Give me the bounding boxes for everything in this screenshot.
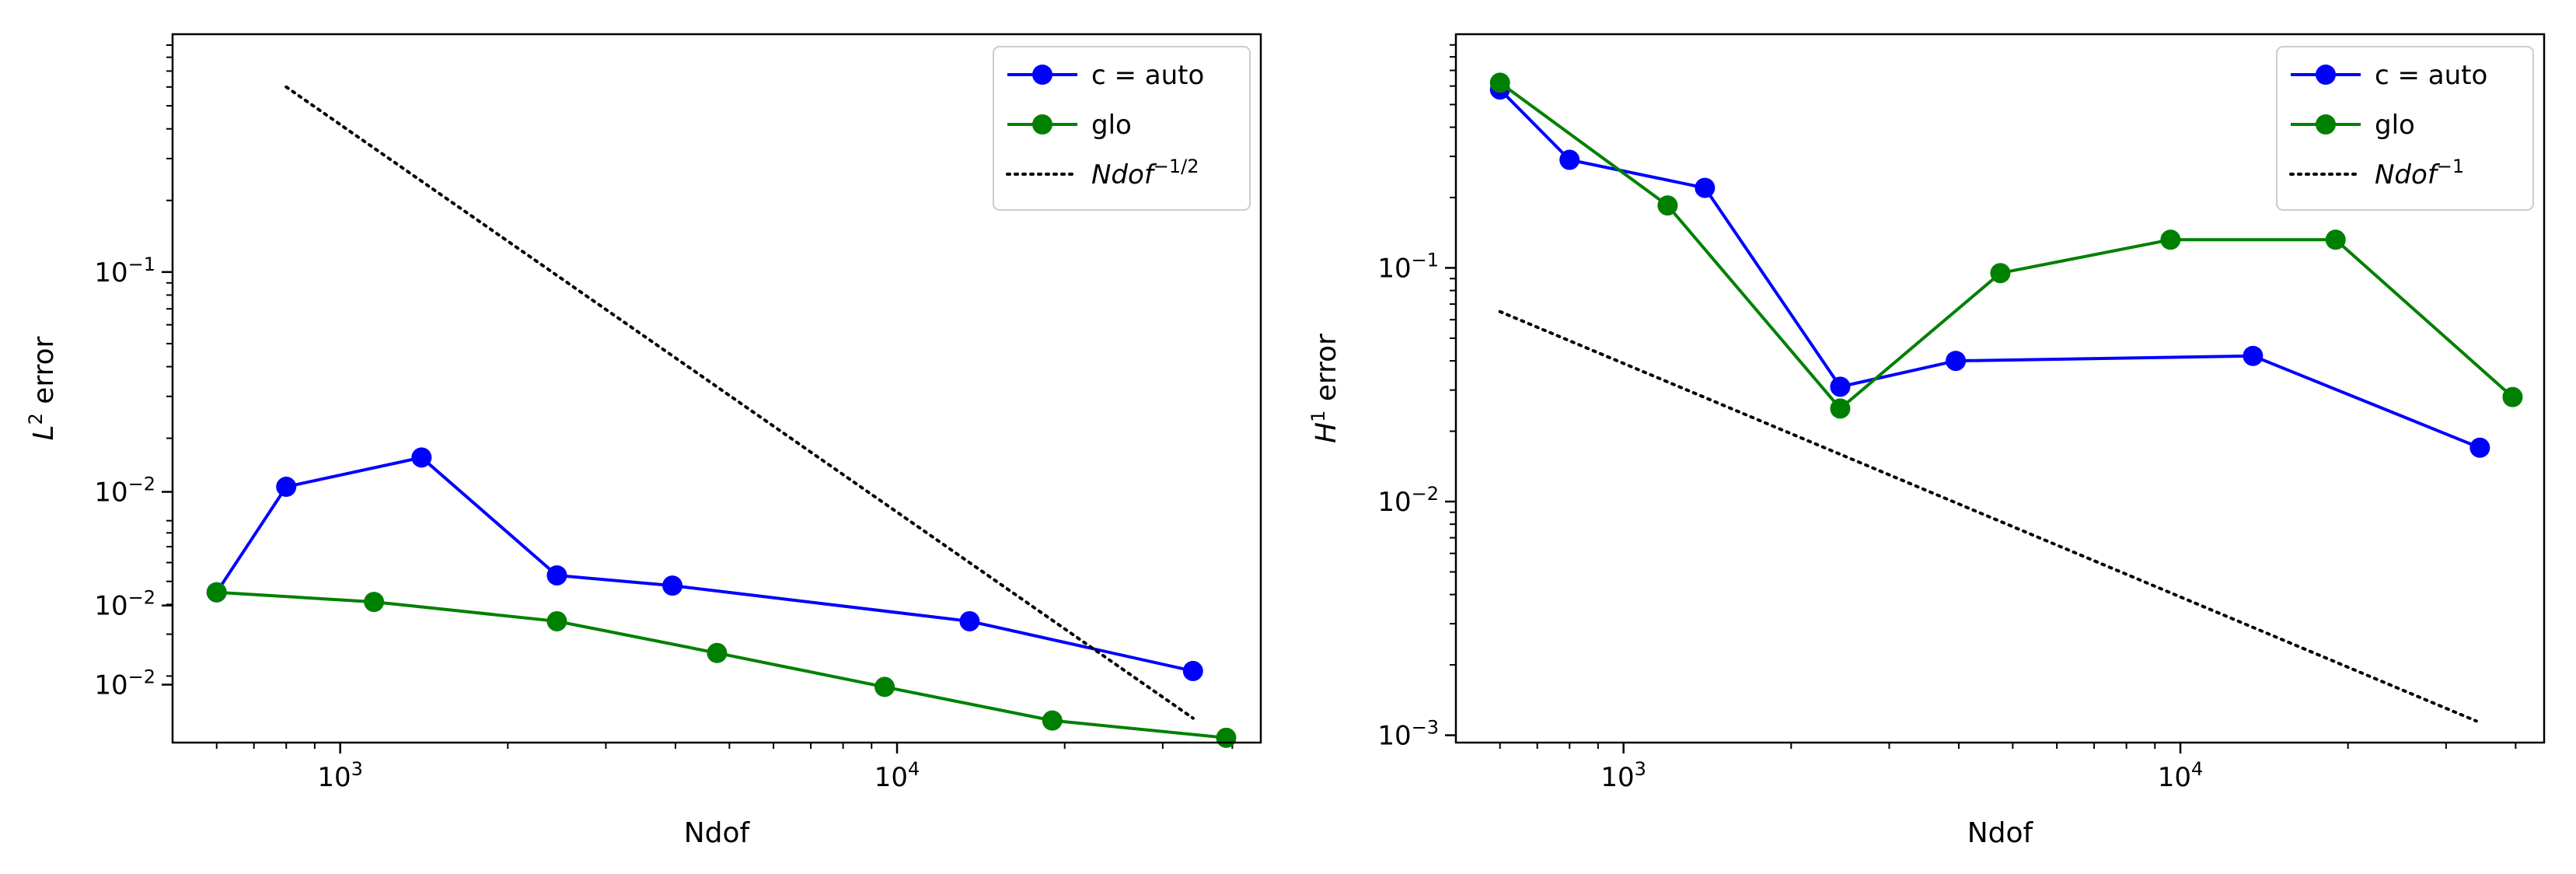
y-tick-label: 10−3	[1377, 717, 1439, 752]
legend-box	[2276, 46, 2534, 211]
data-point	[1042, 710, 1063, 731]
data-point	[2160, 229, 2181, 250]
data-point	[1946, 351, 1967, 372]
y-tick-label: 10−2	[94, 666, 155, 701]
x-tick-label: 104	[2158, 758, 2204, 793]
data-point	[546, 610, 567, 631]
data-point	[1830, 376, 1851, 397]
reference-line	[1498, 309, 2478, 723]
data-point	[2325, 229, 2346, 250]
legend-label: Ndof−1	[2375, 156, 2464, 191]
data-point	[546, 565, 567, 586]
data-point	[1182, 660, 1203, 681]
y-tick-label: 10−1	[1377, 250, 1439, 285]
legend: c = auto glo Ndof−1/2	[993, 46, 1251, 211]
y-tick-label: 10−2	[94, 474, 155, 509]
x-tick-label: 104	[874, 758, 920, 793]
y-axis-label: H1 error	[1307, 334, 1342, 443]
x-tick-label: 103	[1600, 758, 1646, 793]
series-line-c-auto	[215, 456, 1194, 673]
x-axis-label: Ndof	[684, 817, 751, 849]
data-point	[1489, 72, 1510, 93]
data-point	[276, 477, 297, 498]
legend-label: c = auto	[2375, 60, 2487, 91]
h1-error-plot: 103 104 10−1 10−2 10−3 Ndof H1 error c = auto gl…	[1307, 33, 2546, 849]
data-point	[1216, 727, 1237, 748]
y-tick-label: 10−2	[1377, 483, 1439, 518]
reference-line	[284, 85, 1195, 720]
data-point	[206, 582, 227, 603]
l2-error-plot: 103 104 10−1 10−2 10−2 10−2 Ndof L2 error c = au…	[25, 33, 1262, 849]
x-axis-label: Ndof	[1967, 817, 2034, 849]
data-point	[1695, 177, 1716, 198]
data-point	[2502, 386, 2523, 407]
legend-swatch-marker	[1032, 114, 1052, 135]
legend-swatch-marker	[2316, 114, 2336, 135]
y-axis-label: L2 error	[25, 336, 60, 440]
data-point	[959, 610, 980, 631]
y-tick-label: 10−2	[94, 587, 155, 622]
legend-label: Ndof−1/2	[1091, 156, 1199, 191]
data-point	[1990, 263, 2011, 284]
data-point	[2243, 345, 2264, 366]
legend-label: glo	[1091, 110, 1132, 141]
data-point	[411, 447, 432, 468]
data-point	[2470, 437, 2490, 458]
data-point	[364, 592, 385, 613]
legend-swatch-marker	[2316, 65, 2336, 85]
plot-frame	[171, 33, 1262, 744]
data-point	[1657, 195, 1678, 216]
data-point	[874, 676, 895, 697]
legend-label: c = auto	[1091, 60, 1204, 91]
data-point	[1830, 398, 1851, 419]
legend-box	[993, 46, 1251, 211]
data-point	[707, 642, 728, 663]
y-tick-label: 10−1	[94, 253, 155, 288]
data-point	[1559, 149, 1580, 170]
data-point	[662, 575, 683, 596]
legend-label: glo	[2375, 110, 2415, 141]
x-tick-label: 103	[317, 758, 363, 793]
series-line-glo	[216, 590, 1227, 739]
legend: c = auto glo Ndof−1	[2276, 46, 2534, 211]
plot-frame	[1454, 33, 2546, 744]
legend-swatch-marker	[1032, 65, 1052, 85]
